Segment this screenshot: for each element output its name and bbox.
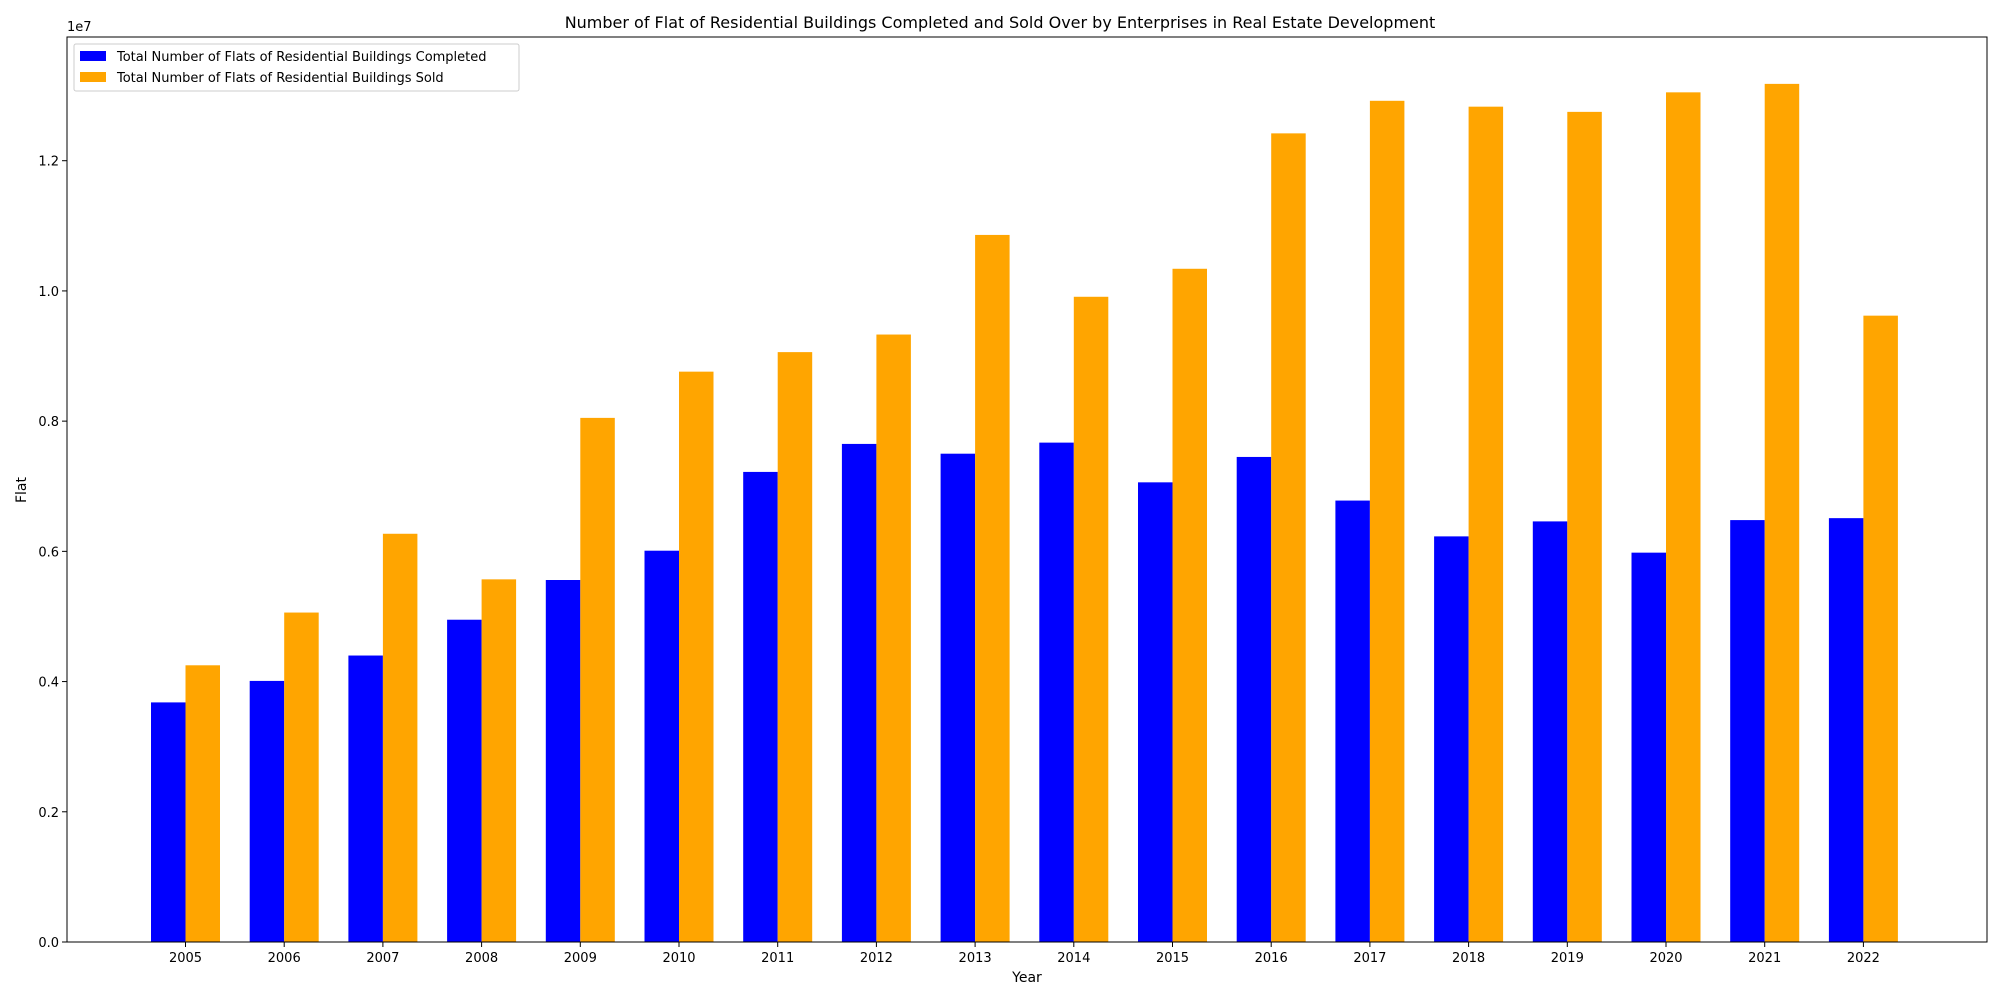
bar-completed-2006 [249, 680, 285, 942]
bar-sold-2005 [185, 665, 220, 942]
y-axis-label: Flat [14, 476, 30, 503]
bar-completed-2018 [1434, 536, 1469, 942]
y-tick-label: 0.4 [38, 676, 59, 691]
bar-completed-2012 [841, 443, 877, 942]
bar-sold-2017 [1369, 100, 1405, 942]
bar-sold-2010 [679, 371, 714, 942]
bar-sold-2006 [284, 612, 319, 942]
bar-sold-2014 [1073, 296, 1109, 942]
bar-sold-2015 [1172, 268, 1207, 942]
bar-completed-2014 [1039, 442, 1074, 942]
y-tick-label: 0.6 [38, 545, 59, 560]
y-axis: 0.0 0.2 0.4 0.6 0.8 1.0 1.2 [38, 155, 67, 951]
bar-completed-2011 [743, 471, 778, 942]
x-tick-label: 2019 [1551, 951, 1584, 966]
x-tick-label: 2008 [465, 951, 498, 966]
bar-sold-2008 [481, 579, 517, 942]
bar-completed-2005 [151, 702, 186, 942]
x-axis-label: Year [1011, 970, 1042, 986]
bar-sold-2016 [1271, 133, 1306, 943]
x-tick-label: 2007 [366, 951, 399, 966]
bar-sold-2022 [1863, 315, 1898, 942]
bar-sold-2013 [975, 234, 1010, 942]
y-tick-label: 0.8 [38, 415, 59, 430]
bar-sold-2012 [876, 334, 911, 942]
legend-label-sold: Total Number of Flats of Residential Bui… [116, 71, 444, 86]
bar-sold-2020 [1666, 92, 1701, 943]
bar-completed-2008 [447, 619, 482, 942]
x-tick-label: 2017 [1353, 951, 1386, 966]
bar-completed-2020 [1631, 552, 1666, 942]
bar-completed-2021 [1730, 520, 1765, 942]
bar-sold-2019 [1567, 111, 1602, 943]
x-tick-label: 2014 [1057, 951, 1090, 966]
x-tick-label: 2011 [761, 951, 794, 966]
bar-sold-2021 [1764, 83, 1800, 942]
x-axis: 2005 2006 2007 2008 2009 2010 2011 2012 2013 2014… [169, 942, 1880, 966]
y-tick-label: 0.2 [38, 806, 59, 821]
legend: Total Number of Flats of Residential Bui… [73, 43, 520, 92]
bars-group [151, 83, 1898, 943]
x-tick-label: 2015 [1156, 951, 1189, 966]
bar-completed-2022 [1828, 518, 1864, 942]
bar-completed-2009 [545, 580, 581, 942]
plot-frame [66, 36, 1988, 943]
y-tick-label: 0.0 [38, 936, 59, 951]
bar-completed-2007 [348, 655, 383, 942]
bar-completed-2013 [940, 453, 976, 942]
x-tick-label: 2010 [662, 951, 695, 966]
legend-swatch-completed [80, 51, 106, 61]
legend-box [73, 43, 520, 92]
bar-completed-2016 [1236, 456, 1272, 942]
x-tick-label: 2009 [564, 951, 597, 966]
x-tick-label: 2018 [1452, 951, 1485, 966]
bar-completed-2015 [1138, 482, 1173, 942]
y-tick-label: 1.2 [38, 155, 59, 170]
x-tick-label: 2021 [1748, 951, 1781, 966]
bar-completed-2017 [1335, 500, 1370, 942]
bar-sold-2007 [382, 533, 418, 942]
y-tick-label: 1.0 [38, 285, 59, 300]
x-tick-label: 2016 [1255, 951, 1288, 966]
x-tick-label: 2006 [268, 951, 301, 966]
bar-completed-2019 [1532, 521, 1568, 942]
y-offset-label: 1e7 [67, 20, 92, 35]
bar-sold-2009 [580, 417, 615, 942]
legend-label-completed: Total Number of Flats of Residential Bui… [116, 50, 487, 65]
x-tick-label: 2012 [860, 951, 893, 966]
x-tick-label: 2013 [959, 951, 992, 966]
x-tick-label: 2005 [169, 951, 202, 966]
legend-swatch-sold [80, 72, 106, 82]
bar-completed-2010 [644, 550, 679, 942]
x-tick-label: 2022 [1847, 951, 1880, 966]
bar-sold-2011 [777, 352, 813, 942]
chart-title: Number of Flat of Residential Buildings … [565, 13, 1436, 32]
bar-sold-2018 [1468, 106, 1504, 943]
x-tick-label: 2020 [1649, 951, 1682, 966]
